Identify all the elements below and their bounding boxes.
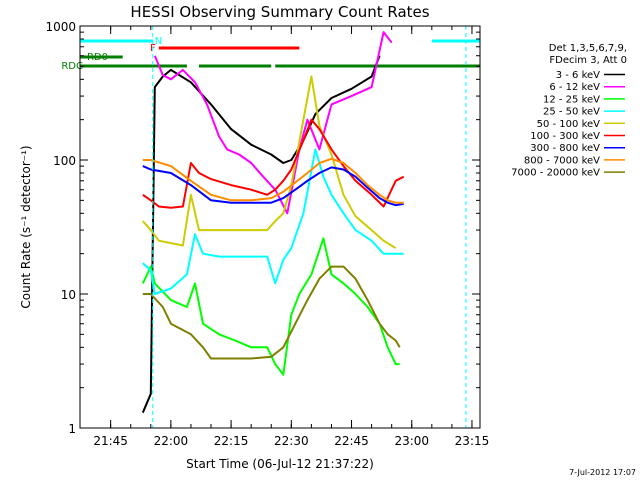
series-line-12-25-kev [141,237,400,376]
timestamp: 7-Jul-2012 17:07 [569,468,636,477]
x-tick-label-22-00: 22:00 [154,434,189,448]
flag-bars: NFRD0RDC [61,36,480,72]
legend-header-line: FDecim 3, Att 0 [549,55,627,66]
x-tick-label-22-15: 22:15 [214,434,249,448]
legend: Det 1,3,5,6,7,9,FDecim 3, Att 0 3 - 6 keV… [511,43,627,179]
y-tick-label-1000: 1000 [45,20,76,34]
y-tick-label-1: 1 [68,422,76,436]
series-line-3-6-kev [141,55,381,414]
x-tick-label-23-00: 23:00 [394,434,429,448]
x-tick-label-21-45: 21:45 [93,434,128,448]
vertical-markers [152,26,467,428]
series-line-100-300-kev [142,118,405,209]
legend-label-12-25-kev: 12 - 25 keV [543,94,600,105]
series-line-6-12-kev [153,31,393,215]
series-line-7000-20000-kev [142,265,401,360]
series-line-25-50-kev [142,148,404,295]
series-line-300-800-kev [142,165,404,207]
flag-label-n: N [155,36,162,47]
legend-label-25-50-kev: 25 - 50 keV [543,107,600,118]
y-axis-label: Count Rate (s⁻¹ detector⁻¹) [19,145,33,308]
x-tick-label-22-30: 22:30 [274,434,309,448]
x-axis-label: Start Time (06-Jul-12 21:37:22) [186,457,374,471]
chart-title: HESSI Observing Summary Count Rates [130,3,429,21]
legend-label-7000-20000-kev: 7000 - 20000 keV [511,168,600,179]
flag-label-rd0: RD0 [87,52,108,63]
series-line-800-7000-kev [142,157,404,204]
legend-header-line: Det 1,3,5,6,7,9, [549,43,627,54]
legend-label-100-300-kev: 100 - 300 keV [530,131,600,142]
plot-frame [79,25,481,429]
x-tick-label-23-15: 23:15 [455,434,490,448]
legend-label-50-100-kev: 50 - 100 keV [537,119,601,130]
flag-label-rdc: RDC [61,61,83,72]
legend-label-300-800-kev: 300 - 800 keV [530,143,600,154]
series-line-50-100-kev [142,75,397,249]
legend-label-6-12-kev: 6 - 12 keV [549,82,600,93]
legend-label-800-7000-kev: 800 - 7000 keV [524,155,600,166]
y-tick-label-100: 100 [53,154,76,168]
y-tick-label-10: 10 [61,288,76,302]
series-lines [141,31,405,414]
axes: 21:45 22:00 22:15 22:30 22:45 23:00 23:15 1 10 10… [45,20,489,448]
x-tick-label-22-45: 22:45 [334,434,369,448]
legend-label-3-6-kev: 3 - 6 keV [556,70,600,81]
